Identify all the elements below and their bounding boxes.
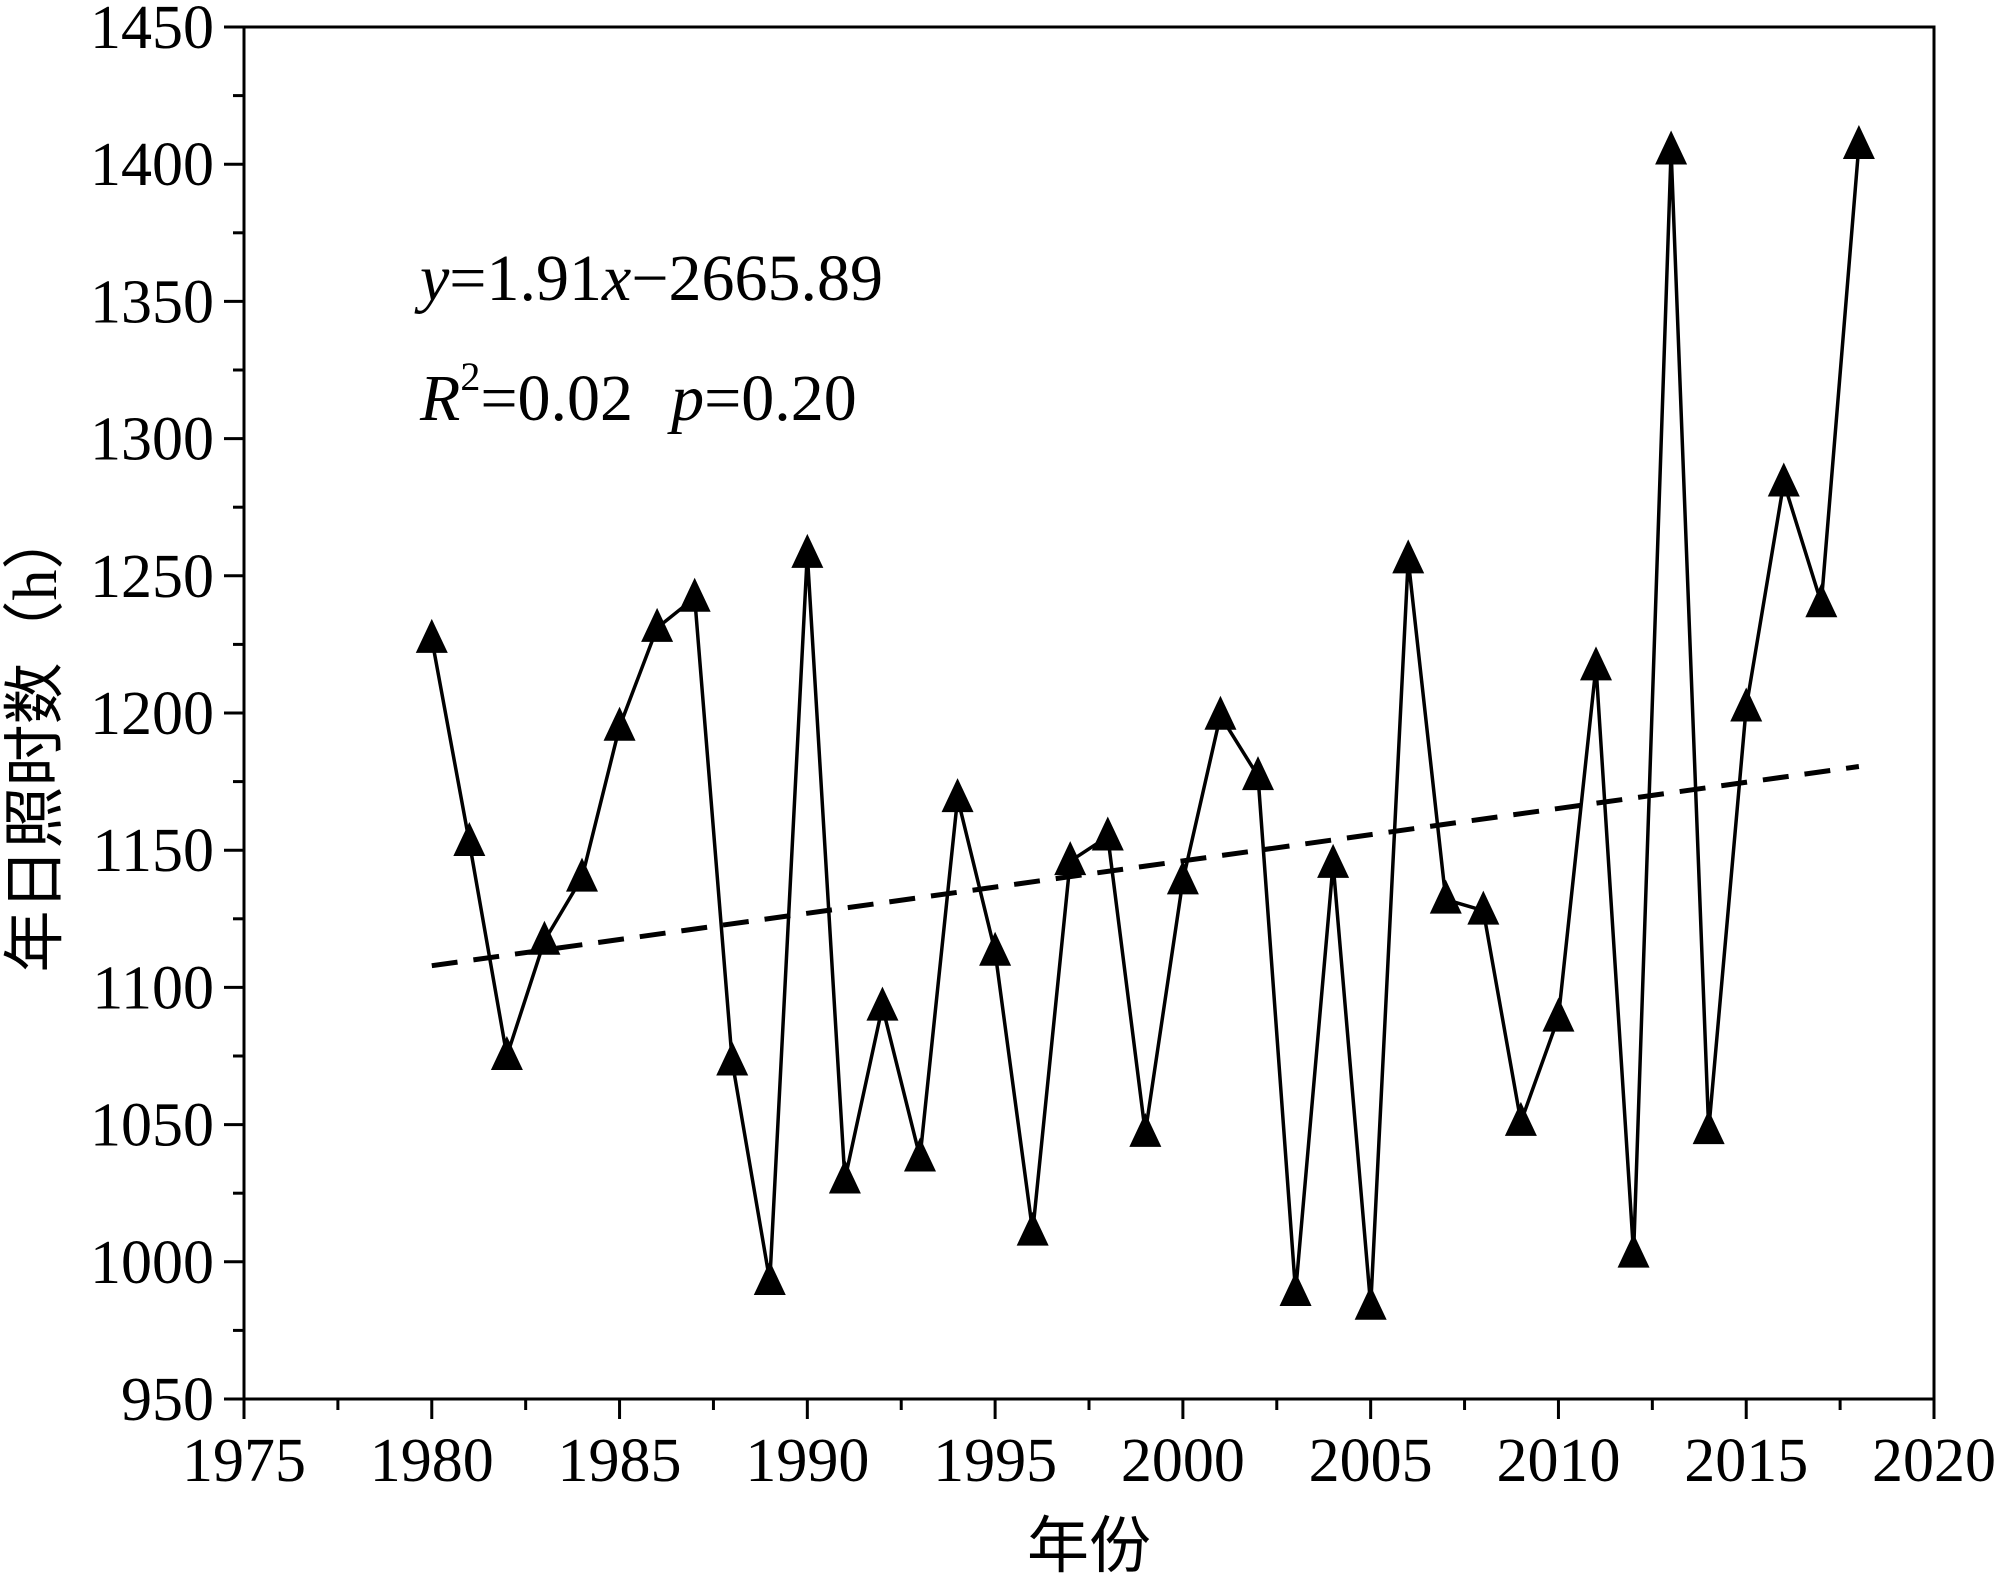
data-point-marker [753,1261,786,1296]
y-axis-title: 年日照时数（h） [2,507,70,972]
axis-ticks [224,25,1936,1419]
data-point-marker [1166,860,1199,895]
y-tick-label: 1200 [90,680,214,748]
data-point-marker [1467,890,1500,925]
y-tick-label: 1300 [90,406,214,474]
data-point-marker [1129,1112,1162,1147]
data-point-marker [866,986,899,1021]
data-point-marker [1429,879,1462,914]
data-point-marker [941,778,974,813]
data-point-marker [1354,1285,1387,1320]
data-point-marker [791,533,824,568]
regression-equation: y=1.91x−2665.89 [414,242,883,315]
data-point-marker [641,607,674,642]
data-point-marker [1542,997,1575,1032]
x-tick-label: 1990 [745,1427,869,1495]
data-point-marker [1617,1233,1650,1268]
data-point-marker [1279,1271,1312,1306]
data-point-marker [678,577,711,612]
x-tick-label: 2010 [1496,1427,1620,1495]
data-point-marker [1091,816,1124,851]
x-tick-label: 1980 [370,1427,494,1495]
data-point-marker [490,1036,523,1070]
data-point-marker [528,920,561,955]
data-point-marker [1842,124,1875,159]
x-tick-label: 2020 [1872,1427,1996,1495]
data-point-marker [979,931,1012,966]
data-point-marker [1054,841,1087,876]
data-point-marker [1504,1101,1537,1136]
y-tick-label: 1400 [90,131,214,199]
x-tick-label: 2005 [1309,1427,1433,1495]
y-tick-label: 1000 [90,1229,214,1297]
y-tick-label: 1350 [90,268,214,336]
data-point-marker [1805,583,1838,618]
series-markers [415,124,1875,1320]
data-point-marker [415,618,448,653]
axis-tick-labels: 1975 1980 1985 1990 1995 2000 2005 2010 2015 2020… [90,0,1996,1495]
data-point-marker [1317,843,1350,878]
data-point-marker [1242,756,1274,791]
data-point-marker [1580,646,1612,681]
data-point-marker [904,1137,936,1172]
y-tick-label: 1150 [92,817,214,885]
trendline [431,764,1860,969]
data-point-marker [1767,462,1800,497]
regression-stats: R2=0.02 p=0.20 [419,354,857,435]
data-point-marker [1692,1110,1725,1145]
y-tick-label: 1050 [90,1092,214,1160]
data-point-marker [453,821,486,856]
data-point-marker [1730,687,1763,722]
plot-frame [242,25,1936,1401]
data-point-marker [603,706,636,741]
data-point-marker [716,1041,749,1076]
x-tick-label: 2015 [1684,1427,1808,1495]
y-tick-label: 1250 [90,543,214,611]
data-point-marker [1655,130,1688,165]
x-tick-label: 1985 [558,1427,682,1495]
x-tick-label: 1975 [182,1427,306,1495]
y-tick-label: 950 [121,1366,214,1434]
x-axis-title: 年份 [1027,1513,1151,1579]
data-point-marker [1016,1211,1049,1246]
y-tick-label: 1100 [92,954,214,1022]
y-tick-label: 1450 [90,0,214,62]
data-point-marker [1392,539,1425,574]
data-point-marker [1204,695,1237,730]
x-tick-label: 2000 [1121,1427,1245,1495]
data-point-marker [828,1159,861,1194]
x-tick-label: 1995 [933,1427,1057,1495]
data-point-marker [566,857,598,892]
